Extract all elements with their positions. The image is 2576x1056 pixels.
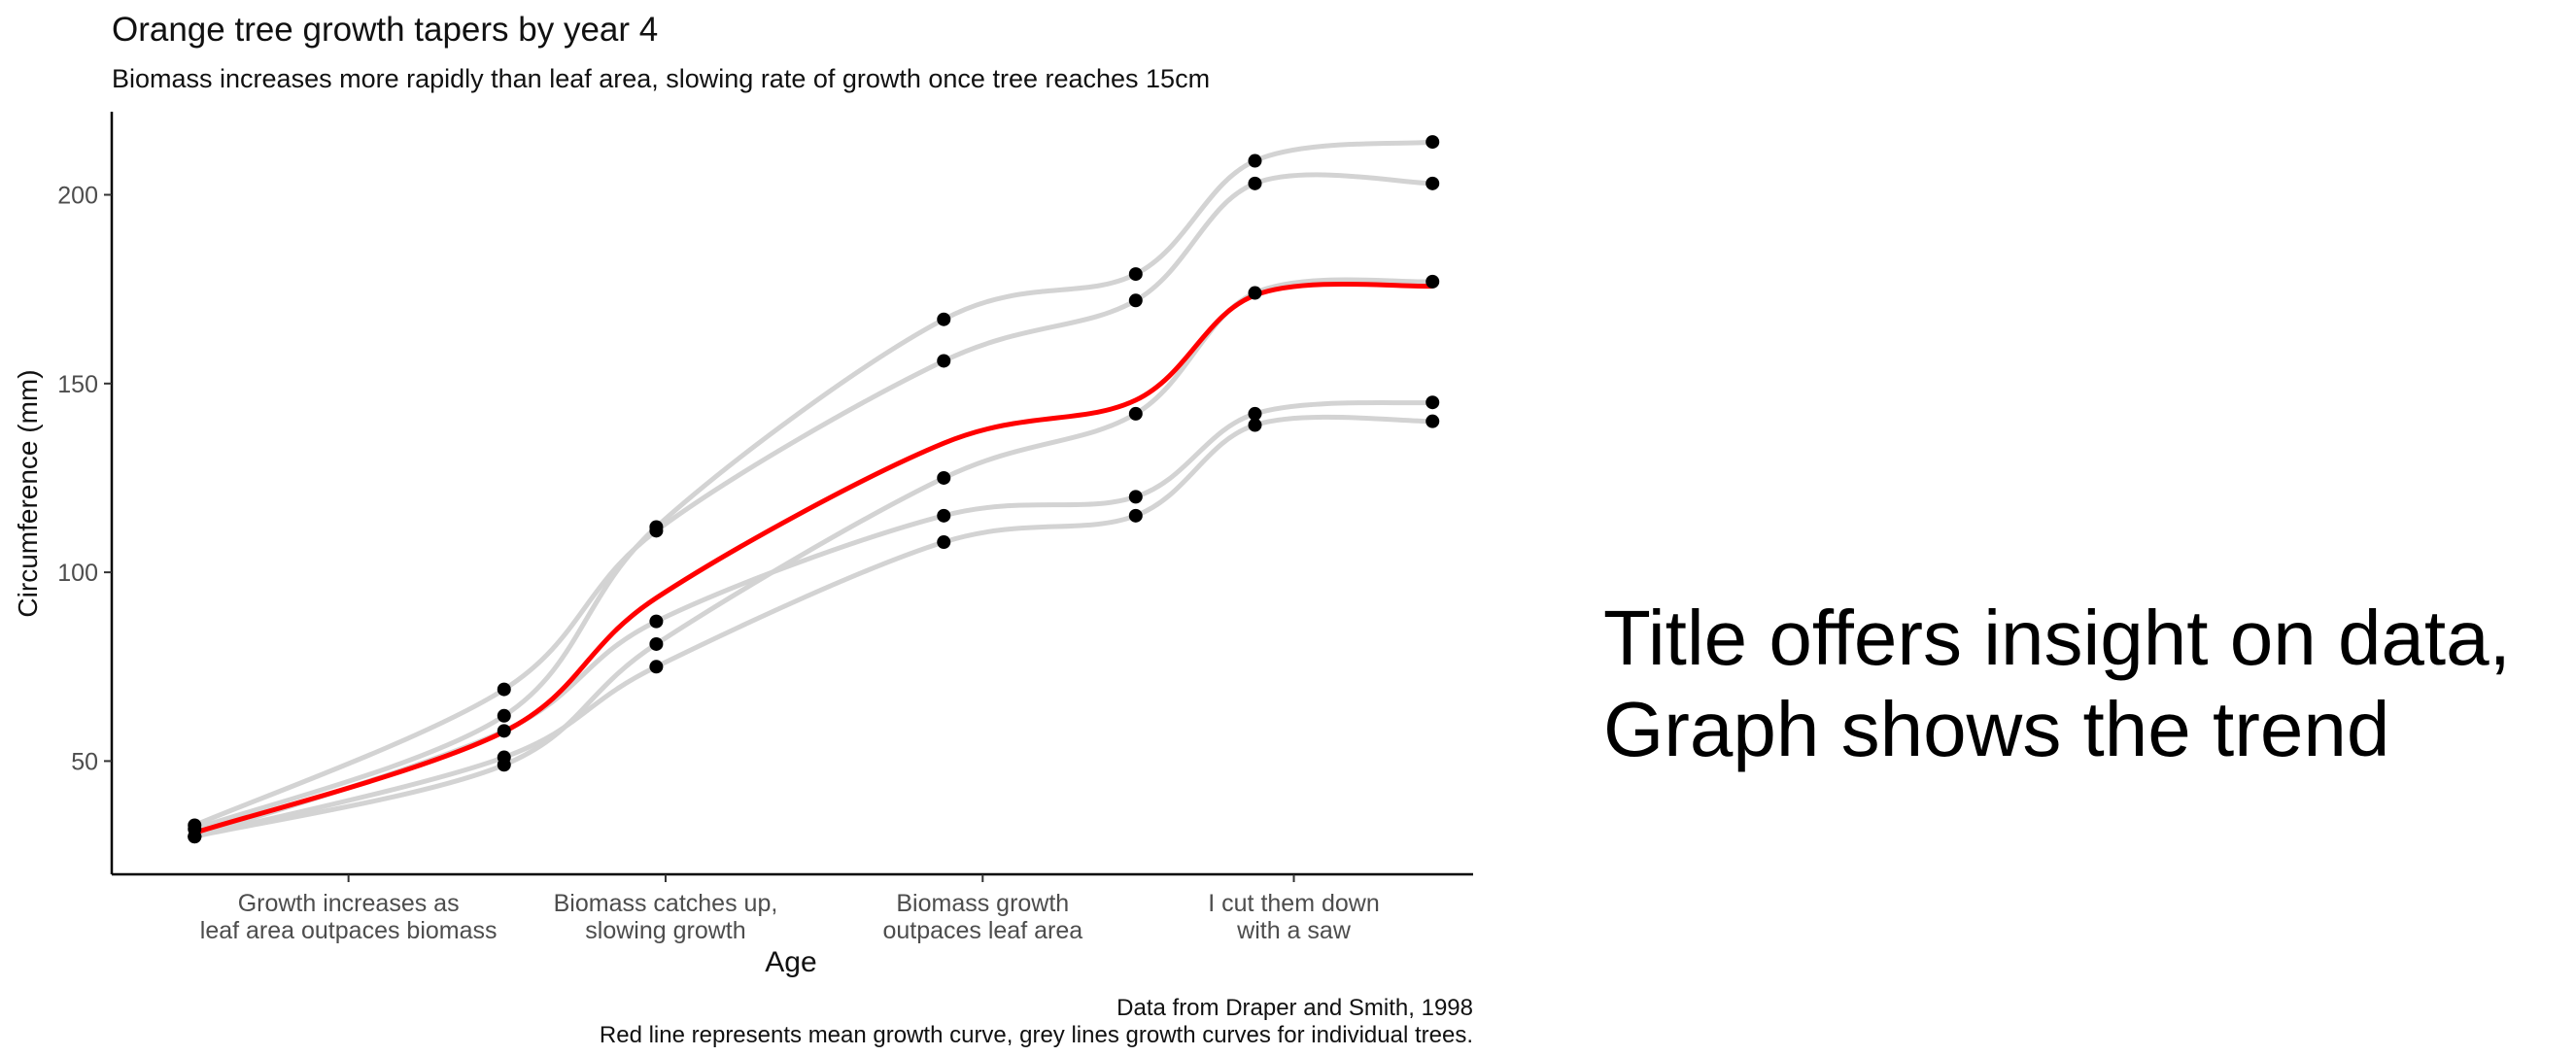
x-tick-label: Biomass catches up, — [554, 890, 778, 917]
chart-title: Orange tree growth tapers by year 4 — [112, 11, 658, 49]
x-tick-label: Biomass growth — [896, 890, 1069, 917]
data-point — [1248, 286, 1262, 300]
tree-growth-curve-4 — [191, 139, 1435, 832]
data-point — [1248, 406, 1262, 421]
y-tick-label: 100 — [57, 560, 98, 587]
data-point — [1128, 267, 1143, 282]
data-point — [1425, 176, 1440, 190]
data-point — [497, 708, 511, 723]
x-tick-label: outpaces leaf area — [882, 917, 1082, 944]
data-point — [188, 830, 202, 844]
caption-note: Red line represents mean growth curve, g… — [600, 1022, 1473, 1048]
y-tick-label: 50 — [71, 748, 98, 775]
x-tick-label: Growth increases as — [238, 890, 460, 917]
data-point — [649, 660, 664, 674]
chart: Orange tree growth tapers by year 4 Biom… — [13, 11, 1473, 1048]
data-point — [649, 614, 664, 629]
y-axis-label: Circumference (mm) — [13, 369, 43, 617]
data-point — [1425, 135, 1440, 150]
x-tick-label: I cut them down — [1208, 890, 1379, 917]
data-point — [937, 535, 951, 550]
data-point — [937, 312, 951, 326]
data-point — [497, 724, 511, 738]
data-point — [649, 520, 664, 534]
data-points — [188, 135, 1440, 844]
y-axis-ticks: 50 100 150 200 — [57, 182, 112, 775]
x-tick-label: with a saw — [1236, 917, 1352, 944]
x-tick-label: slowing growth — [585, 917, 745, 944]
data-point — [937, 354, 951, 368]
data-point — [1128, 508, 1143, 523]
side-note: Title offers insight on data, Graph show… — [1603, 593, 2556, 775]
tree-growth-curve-3 — [191, 414, 1435, 839]
data-point — [1425, 274, 1440, 289]
axes — [110, 112, 1473, 876]
data-point — [1248, 153, 1262, 168]
data-point — [937, 470, 951, 485]
y-tick-label: 200 — [57, 182, 98, 209]
caption-source: Data from Draper and Smith, 1998 — [1116, 995, 1473, 1021]
x-axis-label: Age — [765, 946, 816, 978]
data-point — [1128, 490, 1143, 504]
side-note-line-2: Graph shows the trend — [1603, 686, 2390, 772]
data-point — [1128, 406, 1143, 421]
data-point — [1425, 395, 1440, 410]
data-point — [497, 758, 511, 772]
data-point — [1248, 418, 1262, 432]
data-point — [937, 508, 951, 523]
data-point — [1425, 414, 1440, 428]
mean-growth-curve — [191, 281, 1435, 835]
data-point — [497, 682, 511, 697]
data-point — [1248, 176, 1262, 190]
data-point — [1128, 293, 1143, 308]
chart-subtitle: Biomass increases more rapidly than leaf… — [112, 64, 1210, 93]
growth-curves — [191, 139, 1435, 839]
y-tick-label: 150 — [57, 371, 98, 398]
side-note-line-1: Title offers insight on data, — [1603, 595, 2511, 681]
tree-growth-curve-2 — [191, 172, 1435, 828]
x-tick-label: leaf area outpaces biomass — [200, 917, 498, 944]
data-point — [649, 636, 664, 651]
